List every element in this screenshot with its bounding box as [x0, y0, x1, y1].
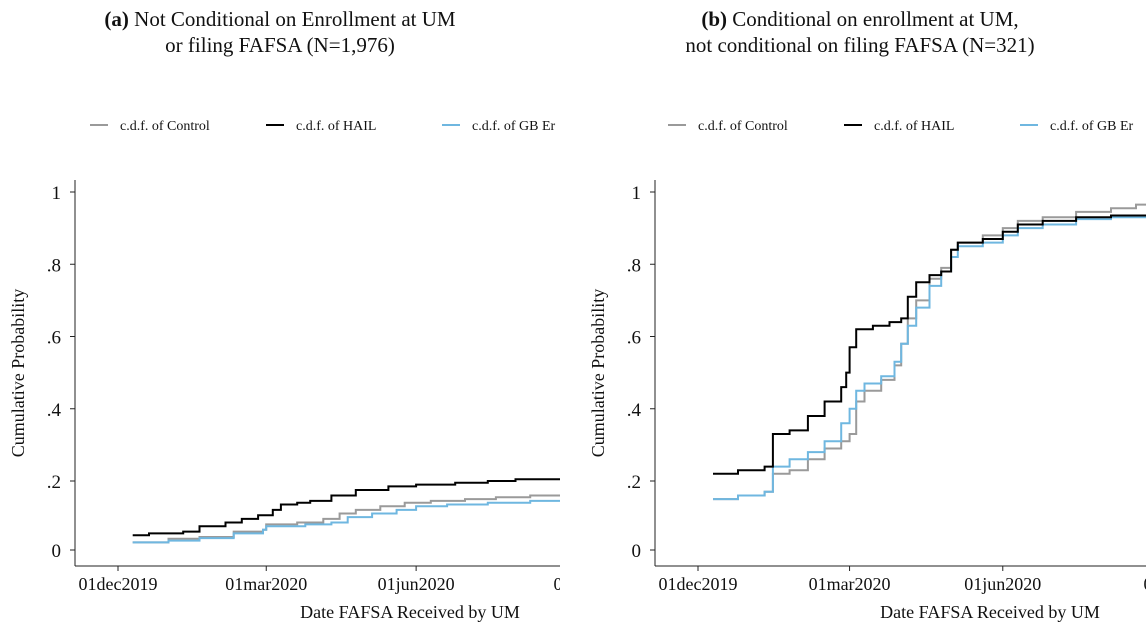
legend-label: c.d.f. of HAIL	[874, 119, 954, 134]
x-tick-label: 01jun2020	[964, 574, 1041, 594]
panel-a: (a) Not Conditional on Enrollment at UM …	[0, 0, 560, 628]
panel-a-chart: 0 .2 .4 .6 .8 1 01dec2019 01mar2020 01jun2020 01s…	[8, 119, 560, 622]
y-tick-label: .2	[627, 472, 641, 493]
y-tick-label: .2	[47, 472, 61, 493]
panel-a-title-line1: Not Conditional on Enrollment at UM	[134, 7, 456, 31]
legend-label: c.d.f. of Control	[698, 119, 788, 134]
y-tick-label: .6	[47, 328, 61, 349]
legend-label: c.d.f. of GB Er	[1050, 119, 1134, 134]
legend-label: c.d.f. of HAIL	[296, 119, 376, 134]
y-tick-label: .8	[627, 255, 641, 276]
y-tick-label: 0	[52, 541, 62, 562]
panel-b-chart: 0 .2 .4 .6 .8 1 01dec2019 01mar2020 01jun2020 01s…	[588, 119, 1146, 622]
panel-b-title: (b) Conditional on enrollment at UM, not…	[580, 6, 1140, 58]
panel-b-title-line2: not conditional on filing FAFSA (N=321)	[685, 33, 1035, 57]
series-line	[713, 216, 1146, 501]
y-tick-label: .6	[627, 328, 641, 349]
y-tick-label: 0	[632, 541, 642, 562]
x-tick-label: 01dec2019	[659, 574, 738, 594]
panel-b-title-label: (b)	[701, 7, 728, 31]
series-line	[713, 203, 1146, 501]
y-axis-label: Cumulative Probability	[8, 289, 28, 458]
x-tick-label: 01s	[553, 574, 560, 594]
panel-a-title-label: (a)	[104, 7, 129, 31]
series-line	[713, 214, 1146, 475]
y-tick-label: 1	[52, 183, 62, 204]
x-axis-label: Date FAFSA Received by UM	[880, 602, 1100, 622]
x-axis-label: Date FAFSA Received by UM	[300, 602, 520, 622]
y-tick-label: .4	[47, 400, 62, 421]
x-tick-label: 01mar2020	[225, 574, 307, 594]
panel-b-title-line1: Conditional on enrollment at UM,	[732, 7, 1019, 31]
panel-a-title: (a) Not Conditional on Enrollment at UM …	[0, 6, 560, 58]
panel-a-title-line2: or filing FAFSA (N=1,976)	[165, 33, 395, 57]
panel-b: (b) Conditional on enrollment at UM, not…	[580, 0, 1146, 628]
y-axis-label: Cumulative Probability	[588, 289, 608, 458]
y-tick-label: 1	[632, 183, 642, 204]
x-tick-label: 01jun2020	[378, 574, 455, 594]
y-tick-label: .8	[47, 255, 61, 276]
legend-label: c.d.f. of Control	[120, 119, 210, 134]
legend-label: c.d.f. of GB Er	[472, 119, 556, 134]
series-line	[132, 499, 560, 544]
y-tick-label: .4	[627, 400, 642, 421]
x-tick-label: 01dec2019	[79, 574, 158, 594]
series-line	[132, 478, 560, 537]
x-tick-label: 01mar2020	[809, 574, 891, 594]
x-tick-label: 01s	[1143, 574, 1146, 594]
